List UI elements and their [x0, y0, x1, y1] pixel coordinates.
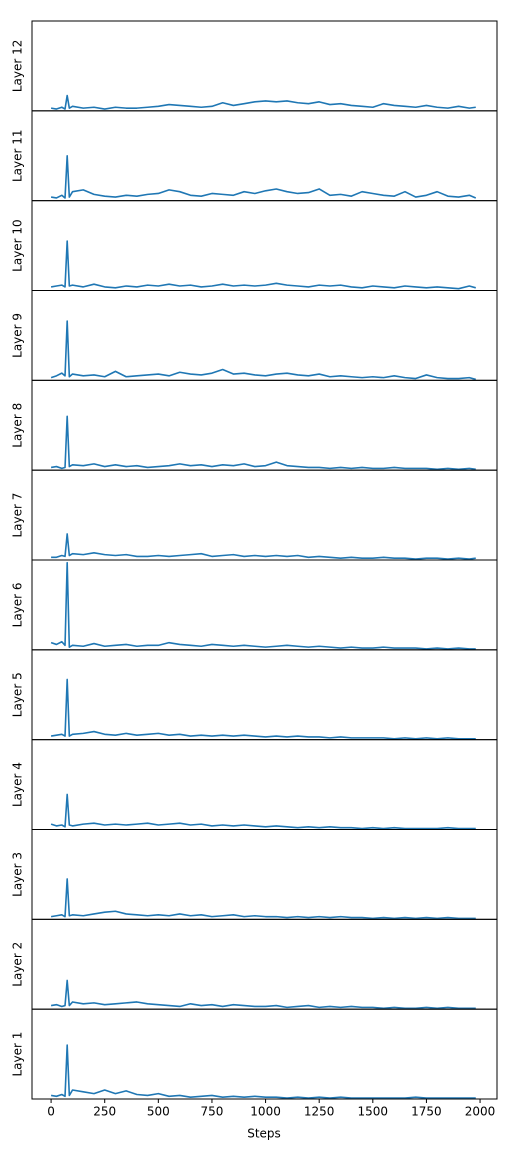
y-axis-label: Layer 9 [11, 313, 25, 358]
line [50, 415, 476, 471]
panel-frame [31, 1008, 498, 1100]
line [50, 793, 476, 830]
x-tick-label: 0 [47, 1105, 55, 1119]
line [50, 678, 476, 740]
line [51, 533, 476, 560]
x-tick-label: 250 [93, 1105, 116, 1119]
y-axis-label: Layer 11 [11, 129, 25, 182]
x-axis-label: Steps [247, 1127, 281, 1141]
y-axis-label: Layer 6 [11, 582, 25, 627]
y-axis-label: Layer 2 [11, 942, 25, 987]
line [50, 878, 476, 920]
x-tick-label: 1500 [358, 1105, 389, 1119]
y-axis-label: Layer 8 [11, 403, 25, 448]
y-axis-label: Layer 7 [11, 493, 25, 538]
x-tick-label: 1000 [250, 1105, 281, 1119]
y-axis-label: Layer 3 [11, 852, 25, 897]
x-tick-label: 1250 [304, 1105, 335, 1119]
line [50, 1044, 476, 1099]
line [50, 154, 477, 199]
line [50, 320, 476, 381]
line [50, 240, 476, 290]
y-axis-label: Layer 5 [11, 672, 25, 717]
x-tick-label: 2000 [465, 1105, 496, 1119]
y-axis-label: Layer 12 [11, 40, 25, 93]
line [50, 94, 476, 110]
y-axis-label: Layer 4 [11, 762, 25, 807]
y-axis-label: Layer 10 [11, 219, 25, 272]
y-axis-label: Layer 1 [11, 1032, 25, 1077]
line [50, 979, 476, 1010]
x-tick-label: 500 [147, 1105, 170, 1119]
x-tick-label: 1750 [411, 1105, 442, 1119]
line [50, 561, 476, 650]
x-tick-label: 750 [200, 1105, 223, 1119]
